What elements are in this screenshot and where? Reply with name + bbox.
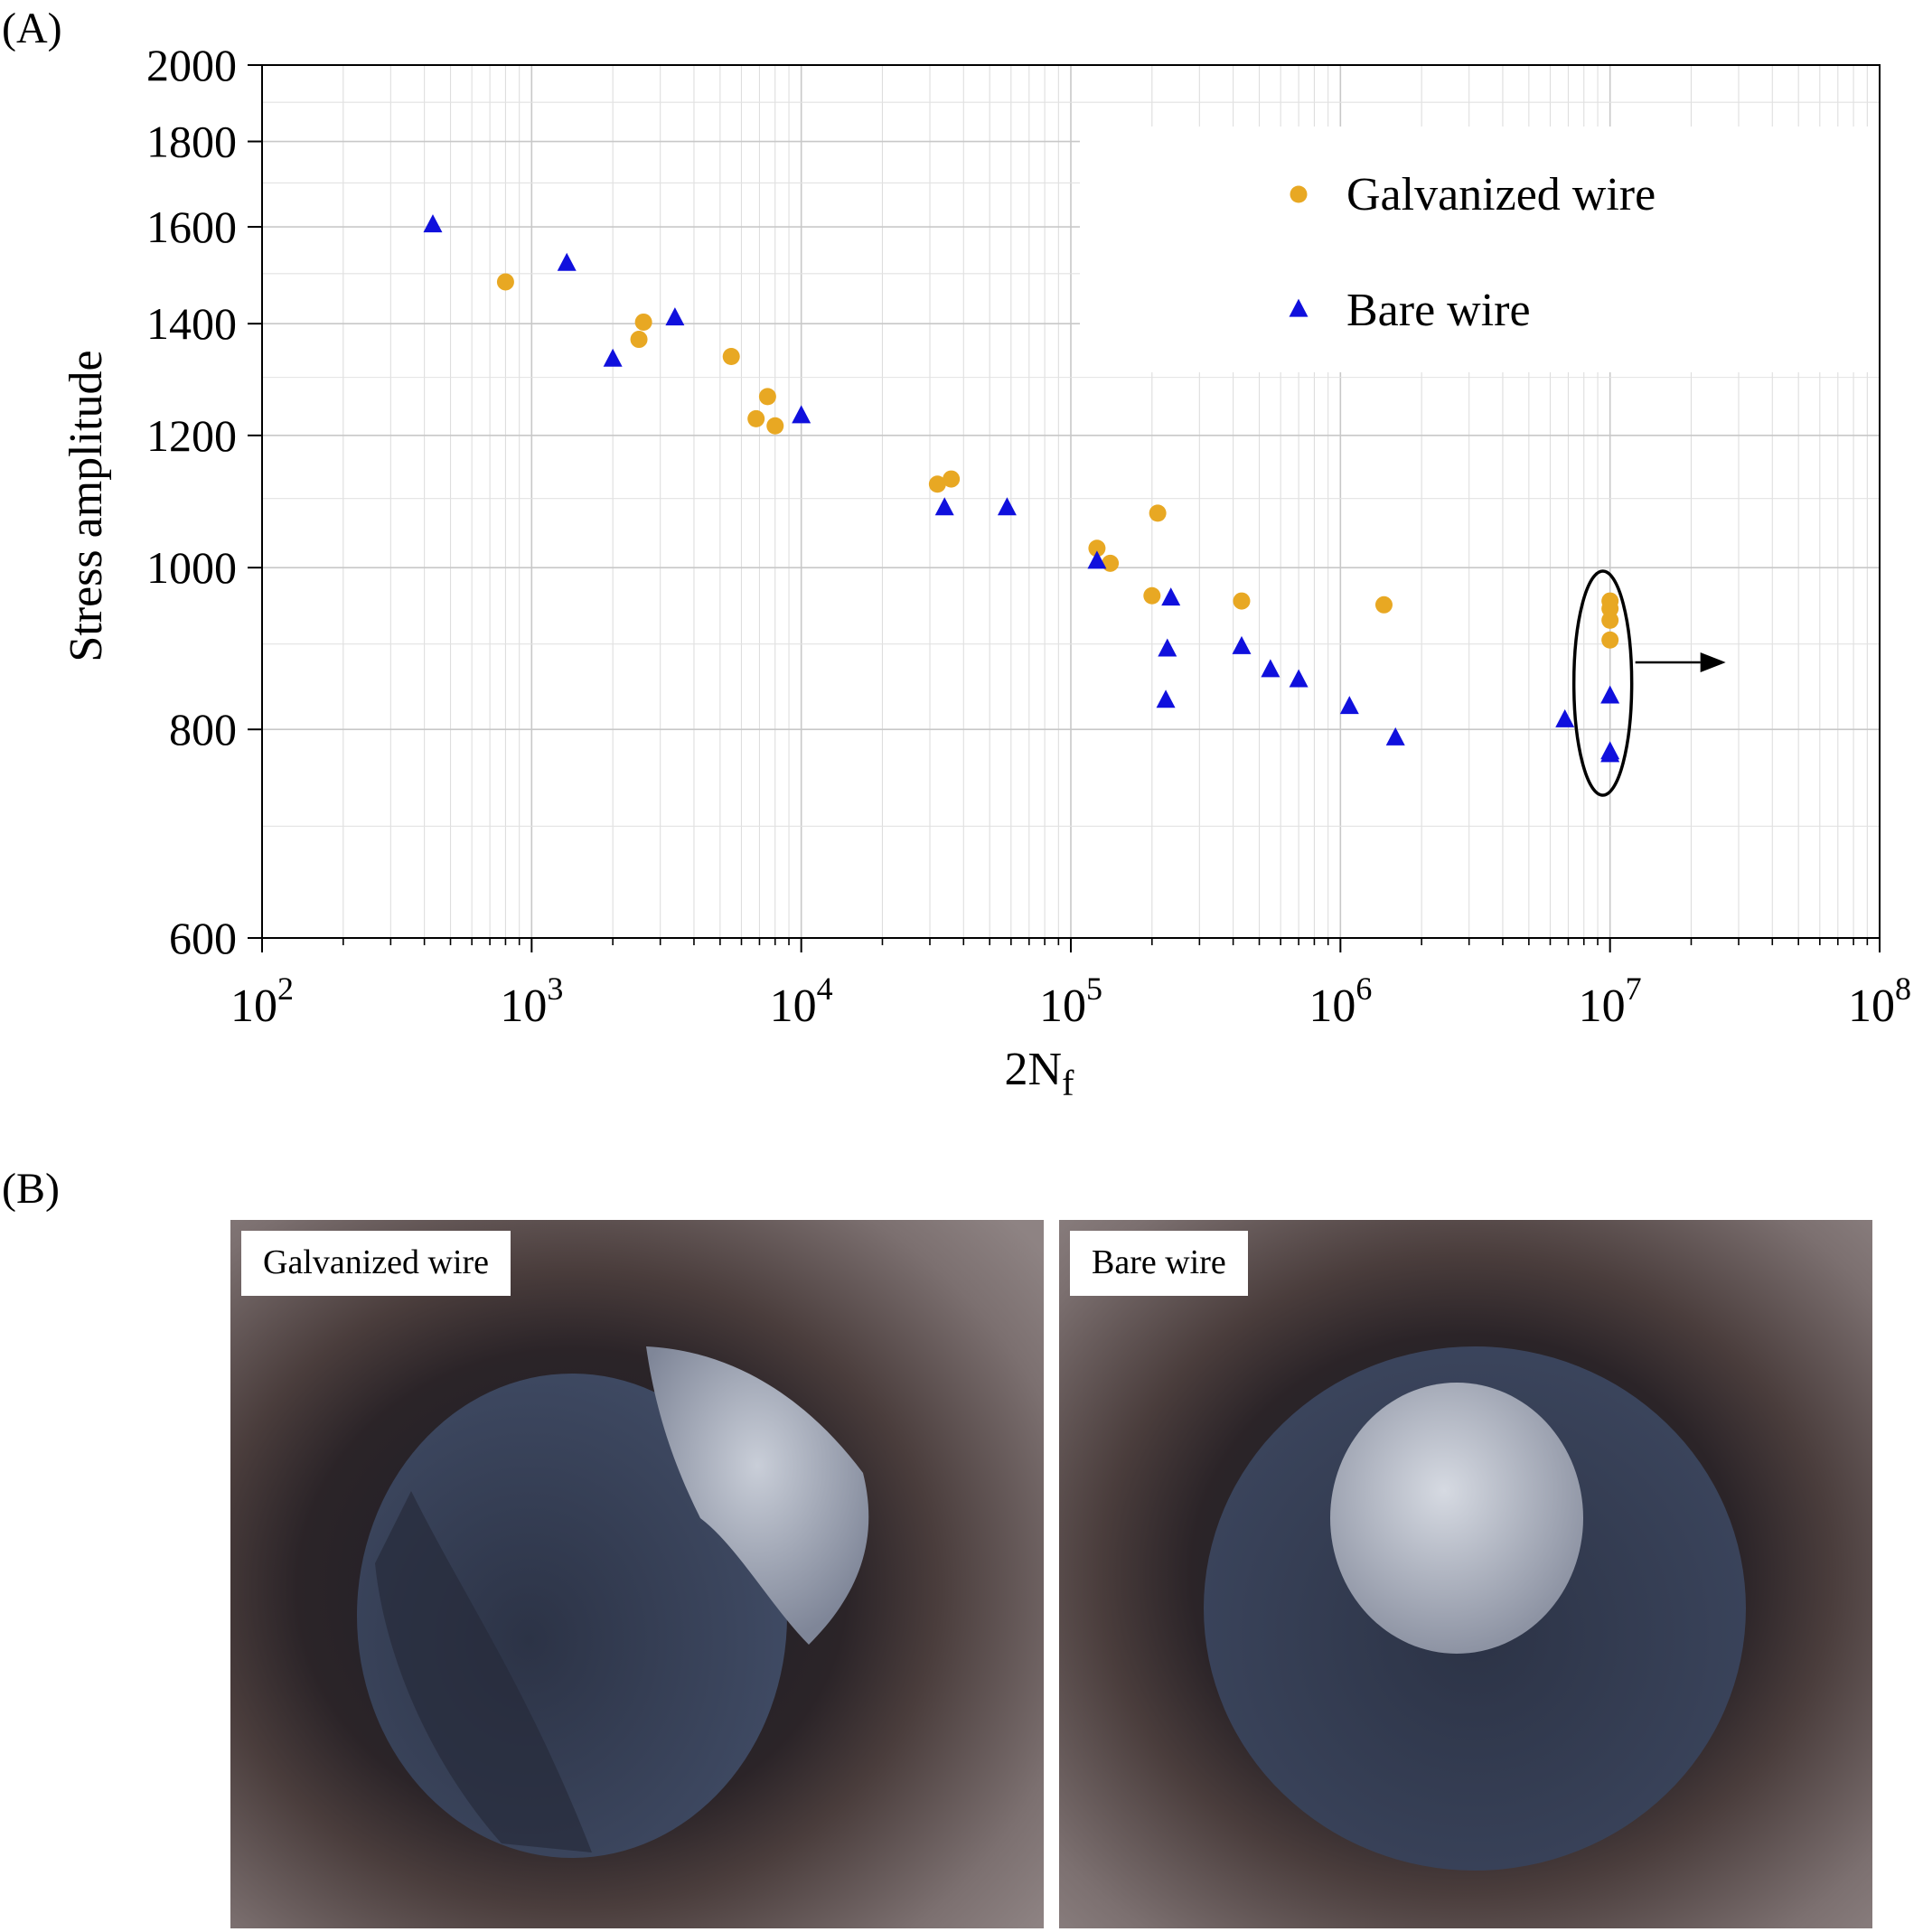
- x-tick-label: 105: [1039, 971, 1102, 1032]
- legend-marker-galvanized: [1290, 185, 1308, 203]
- x-axis-label-main: 2N: [1005, 1044, 1063, 1095]
- legend: Galvanized wire Bare wire: [1289, 169, 1656, 336]
- bare-point: [1261, 659, 1280, 678]
- galvanized-point: [1374, 596, 1393, 614]
- galvanized-point: [943, 470, 961, 488]
- bare-point: [1156, 689, 1176, 708]
- y-tick-label: 1800: [146, 117, 237, 167]
- bare-point: [997, 497, 1017, 516]
- bare-point: [1385, 727, 1405, 746]
- y-tick-label: 2000: [146, 40, 237, 90]
- bare-point: [1158, 638, 1177, 657]
- galvanized-point: [1143, 586, 1161, 605]
- panel-label-a: (A): [2, 5, 62, 52]
- x-tick-label: 106: [1309, 971, 1372, 1032]
- galvanized-point: [1601, 611, 1619, 629]
- galvanized-point: [747, 409, 765, 427]
- annotation: [1571, 569, 1726, 797]
- galvanized-point: [766, 417, 784, 435]
- bare-wire-fracture-photo: Bare wire: [1059, 1220, 1872, 1928]
- bare-point: [1600, 744, 1620, 763]
- axes: 600 800 1000 1200 1400 1600 1800 2000 102 103 104 1…: [146, 40, 1911, 1032]
- galvanized-point: [1233, 592, 1251, 610]
- x-tick-label: 102: [230, 971, 294, 1032]
- bare-point: [1555, 708, 1575, 727]
- galvanized-point: [634, 313, 652, 331]
- bare-point: [1161, 587, 1181, 606]
- y-tick-label: 1600: [146, 202, 237, 252]
- photo-label-bare: Bare wire: [1070, 1231, 1248, 1296]
- bare-point: [792, 405, 811, 424]
- bare-point: [934, 497, 954, 516]
- galvanized-point: [630, 331, 648, 349]
- x-tick-label: 104: [770, 971, 833, 1032]
- legend-label: Galvanized wire: [1346, 169, 1656, 220]
- x-tick-label: 108: [1848, 971, 1911, 1032]
- bare-point: [1600, 685, 1620, 704]
- y-axis-label: Stress amplitude: [61, 350, 112, 661]
- galvanized-point: [1088, 539, 1106, 558]
- bare-point: [603, 348, 623, 367]
- galvanized-point: [758, 388, 776, 406]
- x-tick-label: 107: [1579, 971, 1642, 1032]
- galvanized-point: [1601, 631, 1619, 649]
- panel-label-b: (B): [2, 1165, 60, 1213]
- bare-point: [423, 214, 443, 233]
- galvanized-point: [928, 475, 946, 493]
- bare-point: [1087, 550, 1107, 569]
- y-tick-label: 1200: [146, 410, 237, 461]
- y-tick-label: 1400: [146, 298, 237, 349]
- galvanized-point: [722, 348, 740, 366]
- sn-scatter-chart: 600 800 1000 1200 1400 1600 1800 2000 102 103 104 1…: [61, 40, 1911, 1103]
- bare-point: [665, 307, 685, 326]
- y-tick-label: 1000: [146, 542, 237, 593]
- legend-box: [1080, 127, 1902, 372]
- bare-point: [1339, 696, 1359, 715]
- data-points: [423, 214, 1620, 763]
- bare-point: [1289, 669, 1309, 688]
- bare-point: [1232, 635, 1252, 654]
- x-axis-label-sub: f: [1062, 1063, 1074, 1103]
- legend-label: Bare wire: [1346, 285, 1531, 336]
- highlight-ellipse: [1571, 569, 1634, 797]
- y-tick-label: 600: [169, 913, 237, 963]
- y-tick-label: 800: [169, 704, 237, 755]
- legend-marker-bare: [1289, 298, 1309, 317]
- galvanized-wire-fracture-photo: Galvanized wire: [230, 1220, 1044, 1928]
- x-axis-label: 2Nf: [1005, 1044, 1075, 1103]
- highlight-arrow-head: [1700, 652, 1726, 672]
- x-tick-label: 103: [500, 971, 563, 1032]
- galvanized-point: [496, 273, 514, 291]
- galvanized-point: [1149, 504, 1167, 522]
- photo-label-galvanized: Galvanized wire: [241, 1231, 511, 1296]
- bare-point: [557, 252, 577, 271]
- galvanized-point: [1102, 554, 1120, 572]
